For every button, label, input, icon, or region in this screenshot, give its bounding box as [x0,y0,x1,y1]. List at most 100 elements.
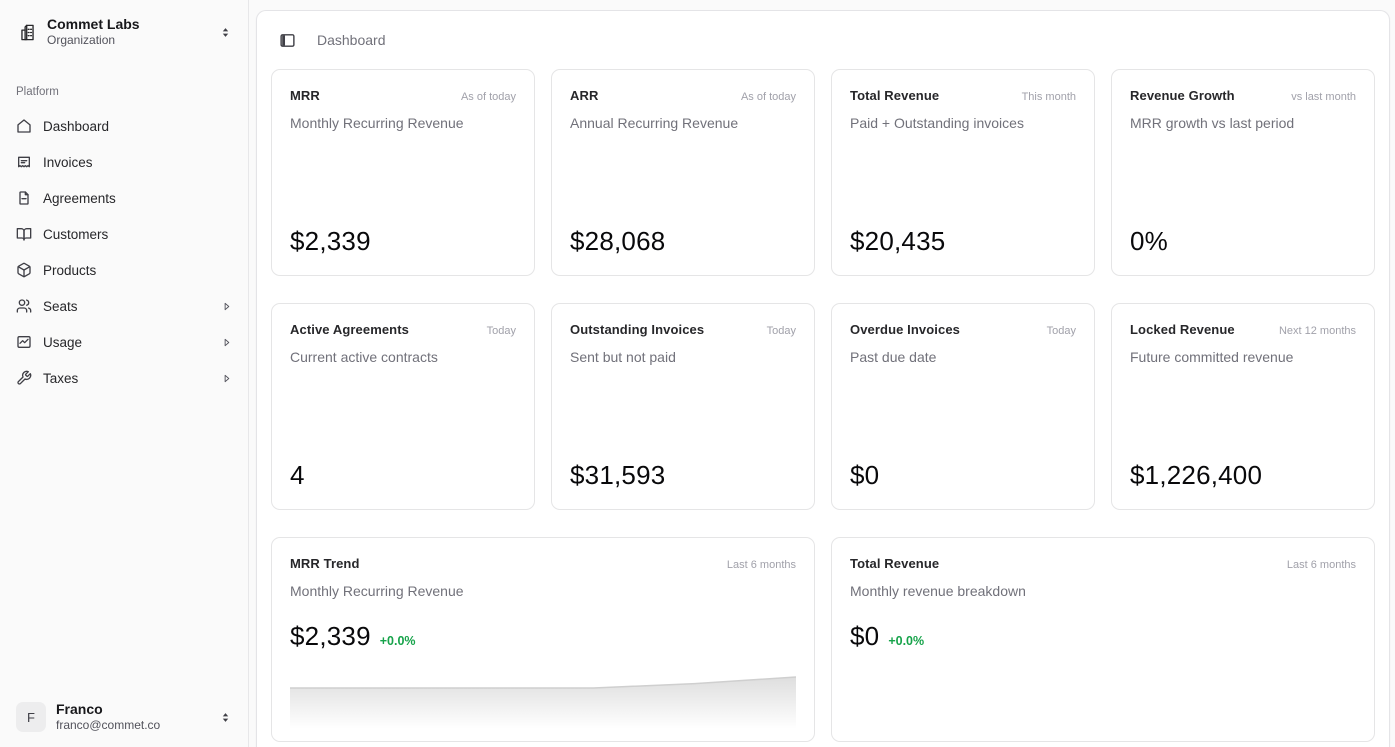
card-subtitle: Current active contracts [290,349,438,365]
card-period-badge: This month [1021,91,1076,103]
total-revenue-trend-card: Total Revenue Last 6 months Monthly reve… [831,537,1375,742]
sidebar-item-label: Products [43,262,97,278]
card-title: Overdue Invoices [850,322,960,337]
metric-card-overdue-invoices: Overdue Invoices Today Past due date $0 [831,303,1095,510]
sidebar-item-products[interactable]: Products [8,252,240,288]
dashboard-content: MRR As of today Monthly Recurring Revenu… [257,69,1389,742]
card-period-badge: As of today [740,91,796,103]
sidebar-toggle-button[interactable] [273,26,301,54]
metric-card-active-agreements: Active Agreements Today Current active c… [271,303,535,510]
org-switcher[interactable]: Commet Labs Organization [8,8,240,56]
metric-card-total-revenue: Total Revenue This month Paid + Outstand… [831,69,1095,276]
card-value: $0 [850,460,880,490]
user-menu[interactable]: F Franco franco@commet.co [8,695,240,739]
metric-card-mrr: MRR As of today Monthly Recurring Revenu… [271,69,535,276]
metric-card-arr: ARR As of today Annual Recurring Revenue… [551,69,815,276]
sidebar-item-label: Taxes [43,370,79,386]
mrr-trend-area-chart [290,666,796,738]
card-period-badge: As of today [460,91,516,103]
card-title: ARR [570,88,599,103]
card-subtitle: Monthly Recurring Revenue [290,115,464,131]
chevrons-up-down-icon [219,711,232,724]
card-value: $2,339 [290,226,371,256]
metric-card-outstanding-invoices: Outstanding Invoices Today Sent but not … [551,303,815,510]
card-subtitle: Future committed revenue [1130,349,1294,365]
card-title: Revenue Growth [1130,88,1235,103]
sidebar-item-taxes[interactable]: Taxes [8,360,240,396]
sidebar-item-label: Invoices [43,154,93,170]
metric-card-revenue-growth: Revenue Growth vs last month MRR growth … [1111,69,1375,276]
card-period-badge: Today [766,325,796,337]
user-email: franco@commet.co [56,718,161,732]
chevron-right-icon [221,301,232,312]
building-icon [16,23,37,42]
sidebar-item-label: Customers [43,226,109,242]
delta-badge: +0.0% [379,634,416,648]
content-panel: Dashboard MRR As of today Monthly Recurr… [256,10,1390,747]
avatar: F [16,702,46,732]
wrench-icon [16,370,32,386]
card-subtitle: Past due date [850,349,937,365]
card-title: MRR Trend [290,556,360,571]
card-subtitle: Paid + Outstanding invoices [850,115,1024,131]
card-value: $20,435 [850,226,946,256]
chart-icon [16,334,32,350]
user-text: Franco franco@commet.co [56,701,209,733]
card-value: $31,593 [570,460,666,490]
card-value: $1,226,400 [1130,460,1263,490]
main-area: Dashboard MRR As of today Monthly Recurr… [249,0,1395,747]
card-title: Outstanding Invoices [570,322,705,337]
sidebar-item-dashboard[interactable]: Dashboard [8,108,240,144]
card-subtitle: Sent but not paid [570,349,676,365]
receipt-icon [16,154,32,170]
panel-left-icon [279,32,296,49]
sidebar-item-label: Agreements [43,190,116,206]
card-title: Locked Revenue [1130,322,1235,337]
card-period-badge: Next 12 months [1278,325,1356,337]
trend-row: MRR Trend Last 6 months Monthly Recurrin… [271,537,1375,742]
sidebar-item-label: Dashboard [43,118,110,134]
sidebar-item-usage[interactable]: Usage [8,324,240,360]
card-title: Total Revenue [850,556,940,571]
home-icon [16,118,32,134]
metric-card-locked-revenue: Locked Revenue Next 12 months Future com… [1111,303,1375,510]
chevron-right-icon [221,373,232,384]
sidebar-item-seats[interactable]: Seats [8,288,240,324]
org-type: Organization [47,33,116,47]
org-text: Commet Labs Organization [47,16,209,48]
card-title: MRR [290,88,320,103]
card-title: Total Revenue [850,88,940,103]
sidebar-section-label: Platform [16,86,59,98]
card-period-badge: Today [1046,325,1076,337]
card-subtitle: Monthly revenue breakdown [850,583,1026,599]
org-name: Commet Labs [47,16,140,32]
chevrons-up-down-icon [219,26,232,39]
sidebar-spacer [8,396,240,695]
card-value: 4 [290,460,305,490]
delta-badge: +0.0% [888,634,925,648]
card-subtitle: MRR growth vs last period [1130,115,1295,131]
sidebar-item-customers[interactable]: Customers [8,216,240,252]
card-period-badge: Last 6 months [1286,559,1356,571]
metric-row-1: MRR As of today Monthly Recurring Revenu… [271,69,1375,276]
card-subtitle: Annual Recurring Revenue [570,115,739,131]
metric-row-2: Active Agreements Today Current active c… [271,303,1375,510]
sidebar-item-label: Usage [43,334,83,350]
card-period-badge: Last 6 months [726,559,796,571]
card-period-badge: vs last month [1291,91,1356,103]
package-icon [16,262,32,278]
card-title: Active Agreements [290,322,409,337]
card-value: $0 [850,621,880,651]
breadcrumb: Dashboard [317,32,386,48]
file-icon [16,190,32,206]
card-value: $2,339 [290,621,371,651]
user-name: Franco [56,701,103,717]
sidebar-item-label: Seats [43,298,78,314]
sidebar-item-invoices[interactable]: Invoices [8,144,240,180]
chevron-right-icon [221,337,232,348]
book-open-icon [16,226,32,242]
sidebar: Commet Labs Organization Platform Dashbo… [0,0,249,747]
card-subtitle: Monthly Recurring Revenue [290,583,464,599]
card-period-badge: Today [486,325,516,337]
sidebar-item-agreements[interactable]: Agreements [8,180,240,216]
